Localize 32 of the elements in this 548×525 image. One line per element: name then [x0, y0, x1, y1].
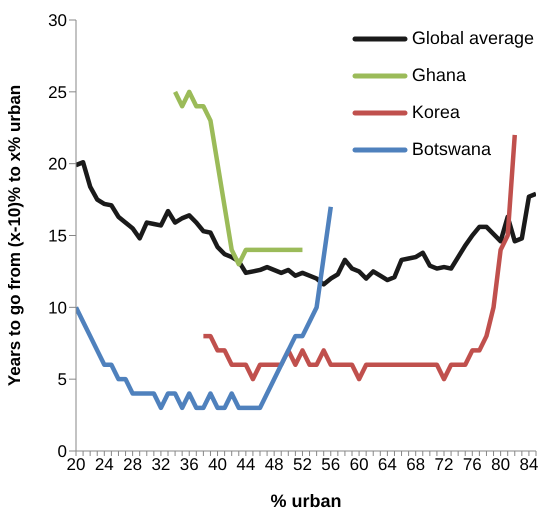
x-tick-label: 80 [491, 455, 510, 474]
x-tick-label: 64 [378, 455, 397, 474]
x-tick-label: 72 [434, 455, 454, 474]
y-tick-label: 10 [48, 298, 67, 318]
legend-label: Korea [412, 101, 460, 124]
line-series [76, 204, 334, 410]
y-tick-label: 30 [48, 11, 67, 30]
legend-label: Ghana [412, 64, 466, 87]
x-tick-label: 28 [123, 455, 142, 474]
x-tick-label: 36 [180, 455, 199, 474]
x-tick-label: 76 [462, 455, 482, 474]
x-tick-label: 60 [350, 455, 369, 474]
x-tick-label: 68 [406, 455, 426, 474]
x-tick-label: 56 [321, 455, 340, 474]
y-tick-label: 20 [48, 154, 67, 174]
y-tick-label: 5 [58, 370, 67, 390]
x-tick-label: 32 [151, 455, 170, 474]
legend-label: Botswana [412, 138, 491, 161]
x-tick-label: 44 [236, 455, 256, 474]
x-tick-label: 40 [208, 455, 227, 474]
legend-label: Global average [412, 27, 534, 50]
x-axis-title: % urban [270, 491, 342, 511]
y-tick-label: 0 [58, 442, 67, 462]
x-tick-label: 24 [94, 455, 114, 474]
y-tick-label: 25 [48, 82, 67, 102]
x-tick-label: 84 [519, 455, 538, 474]
line-series [201, 132, 518, 382]
line-series [76, 160, 536, 287]
x-tick-label: 48 [264, 455, 284, 474]
y-axis-title: Years to go from (x-10)% to x% urban [5, 84, 24, 386]
y-tick-label: 15 [48, 226, 67, 246]
x-tick-label: 52 [293, 455, 312, 474]
